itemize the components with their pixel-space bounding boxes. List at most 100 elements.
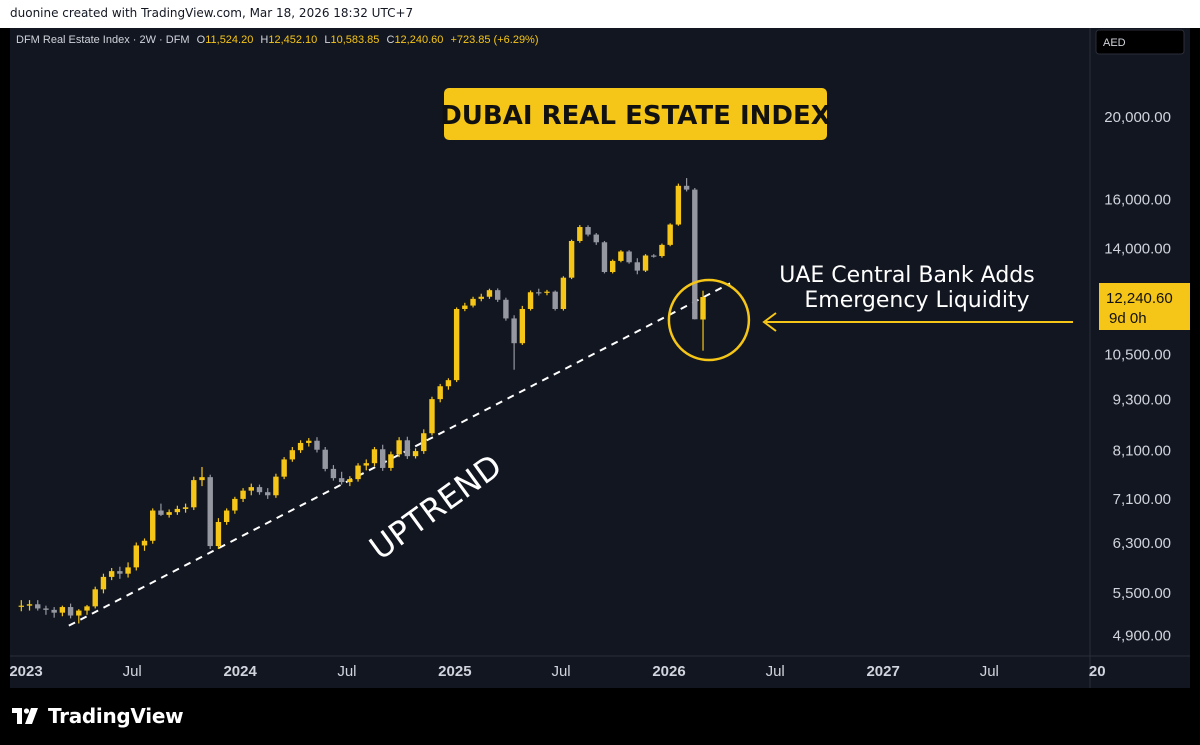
candle[interactable] — [585, 225, 591, 237]
candle[interactable] — [67, 603, 74, 619]
candle[interactable] — [478, 293, 484, 302]
y-tick-label: 20,000.00 — [1104, 109, 1171, 126]
candle[interactable] — [363, 459, 369, 471]
candle[interactable] — [642, 254, 649, 273]
candle[interactable] — [158, 503, 164, 516]
candle[interactable] — [577, 225, 583, 243]
candle[interactable] — [462, 302, 468, 312]
candle[interactable] — [683, 178, 690, 192]
legend-symbol: DFM Real Estate Index · 2W · DFM — [16, 34, 190, 46]
candle[interactable] — [59, 605, 66, 617]
x-tick-label: Jul — [766, 663, 785, 680]
candle[interactable] — [330, 465, 337, 481]
candle[interactable] — [404, 436, 411, 459]
candle-body — [593, 234, 599, 243]
candle[interactable] — [609, 259, 616, 274]
candle[interactable] — [150, 508, 156, 544]
tradingview-logo-icon — [12, 708, 38, 724]
candle[interactable] — [380, 444, 386, 471]
candle[interactable] — [437, 383, 443, 403]
candle[interactable] — [568, 239, 575, 280]
candle[interactable] — [675, 183, 682, 226]
candle[interactable] — [297, 440, 304, 453]
candle[interactable] — [248, 483, 254, 496]
candle[interactable] — [289, 446, 296, 462]
candle[interactable] — [388, 451, 394, 471]
candle[interactable] — [667, 223, 673, 247]
candle[interactable] — [601, 240, 608, 274]
candle[interactable] — [306, 438, 312, 447]
candlestick-chart[interactable]: 4,900.00 5,500.00 6,300.00 7,100.00 8,100.00… — [10, 28, 1190, 688]
candle[interactable] — [511, 315, 517, 370]
candle[interactable] — [470, 296, 476, 308]
candle[interactable] — [166, 509, 172, 518]
candle[interactable] — [593, 233, 599, 245]
candle[interactable] — [191, 476, 197, 510]
candle-body — [437, 386, 443, 400]
candle[interactable] — [117, 566, 123, 579]
candle-body — [322, 449, 328, 469]
candle[interactable] — [265, 488, 271, 499]
candle[interactable] — [519, 305, 526, 345]
candle[interactable] — [527, 290, 534, 311]
candle[interactable] — [494, 288, 501, 302]
candle[interactable] — [560, 276, 567, 311]
candle[interactable] — [412, 448, 419, 459]
candle[interactable] — [51, 607, 57, 618]
candle[interactable] — [618, 250, 624, 263]
candle[interactable] — [43, 605, 49, 615]
candle[interactable] — [659, 243, 665, 258]
candle[interactable] — [174, 505, 181, 515]
legend-close: 12,240.60 — [394, 34, 443, 46]
candle[interactable] — [108, 567, 115, 581]
candle[interactable] — [100, 573, 107, 594]
candle[interactable] — [232, 496, 238, 514]
candle[interactable] — [223, 508, 230, 525]
candle[interactable] — [700, 290, 706, 351]
candle[interactable] — [26, 600, 33, 611]
candle[interactable] — [503, 297, 509, 321]
candle[interactable] — [322, 446, 328, 472]
candle[interactable] — [371, 446, 378, 467]
candle-body — [412, 451, 419, 457]
candle[interactable] — [182, 503, 189, 513]
candle-body — [289, 450, 296, 460]
candle[interactable] — [314, 437, 320, 453]
candle[interactable] — [281, 457, 287, 480]
candle[interactable] — [634, 258, 641, 275]
candle[interactable] — [338, 471, 345, 485]
candle-body — [560, 277, 567, 309]
candle[interactable] — [536, 288, 542, 296]
candle[interactable] — [544, 289, 550, 296]
candle[interactable] — [355, 463, 361, 482]
candle[interactable] — [421, 429, 427, 454]
candle[interactable] — [692, 188, 698, 320]
candle[interactable] — [141, 538, 148, 551]
candle[interactable] — [207, 474, 213, 550]
candle[interactable] — [347, 476, 353, 487]
tradingview-logo[interactable]: TradingView — [12, 704, 184, 728]
candle[interactable] — [76, 609, 82, 624]
candle[interactable] — [215, 518, 222, 550]
candle[interactable] — [429, 396, 435, 436]
candle[interactable] — [18, 600, 25, 612]
candle[interactable] — [84, 604, 90, 615]
currency-selector[interactable] — [1095, 29, 1185, 55]
candle[interactable] — [199, 466, 205, 487]
candle[interactable] — [273, 473, 279, 498]
candle-body — [527, 292, 534, 309]
candle[interactable] — [133, 542, 139, 571]
candle[interactable] — [396, 437, 402, 458]
candle-body — [445, 380, 452, 387]
candle[interactable] — [125, 562, 131, 578]
candle[interactable] — [256, 484, 263, 495]
candle[interactable] — [92, 586, 98, 609]
candle[interactable] — [35, 600, 41, 611]
candle[interactable] — [651, 254, 657, 258]
candle[interactable] — [486, 288, 493, 299]
candle[interactable] — [453, 307, 460, 383]
candle[interactable] — [445, 378, 452, 390]
candle[interactable] — [626, 250, 632, 264]
candle[interactable] — [240, 488, 246, 503]
candle[interactable] — [552, 290, 558, 311]
